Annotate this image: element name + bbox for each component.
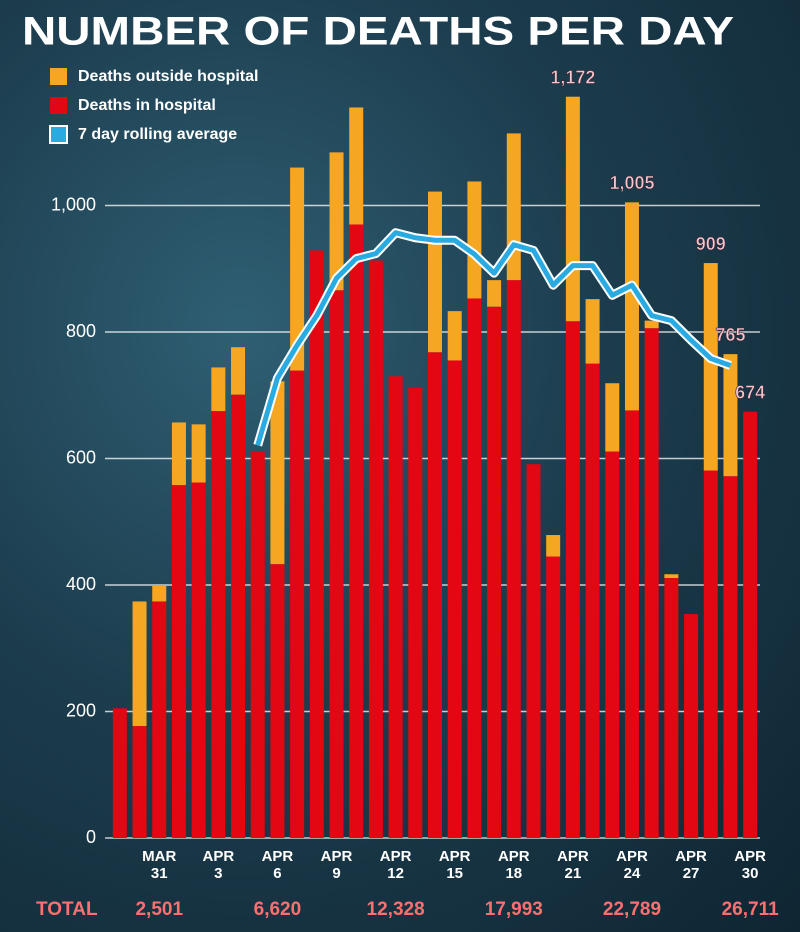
bar-segment: [211, 411, 226, 838]
legend-swatch: [49, 125, 68, 144]
bar-segment: [270, 381, 285, 565]
bar-segment: [428, 191, 442, 353]
bar-segment: [467, 181, 482, 299]
totals-label: TOTAL: [36, 899, 98, 920]
bar-segment: [546, 535, 561, 557]
bar-segment: [329, 152, 344, 291]
data-label: 674: [735, 382, 765, 402]
x-tick-label: APR 3: [202, 848, 235, 882]
bar-segment: [664, 578, 679, 838]
total-value: 22,789: [603, 899, 661, 920]
bar-segment: [152, 601, 167, 838]
x-tick-label: APR 6: [261, 848, 294, 882]
bar-segment: [487, 280, 502, 307]
bar-segment: [526, 464, 541, 838]
bar-segment: [565, 321, 580, 838]
bar-segment: [447, 311, 462, 361]
y-tick-label: 600: [66, 447, 96, 467]
bar-segment: [703, 470, 718, 838]
data-label: 1,172: [550, 67, 595, 87]
bar-segment: [290, 370, 305, 838]
x-tick-label: APR 9: [320, 848, 353, 882]
bar-segment: [132, 601, 147, 727]
bar-segment: [664, 574, 679, 579]
bar-segment: [250, 451, 265, 838]
data-label: 1,005: [609, 173, 654, 193]
bar-segment: [585, 299, 600, 364]
x-tick-label: APR 30: [734, 848, 766, 882]
legend-swatch: [50, 68, 67, 85]
bar-segment: [231, 394, 246, 838]
bar-segment: [467, 298, 482, 838]
data-label: 909: [696, 234, 726, 254]
x-tick-label: APR 12: [379, 848, 412, 882]
legend-label: 7 day rolling average: [78, 126, 237, 143]
bar-segment: [585, 363, 600, 838]
y-tick-label: 1,000: [51, 194, 96, 214]
y-tick-label: 200: [66, 700, 96, 720]
bar-segment: [408, 387, 423, 838]
bar-segment: [152, 585, 167, 602]
bar-segment: [270, 564, 285, 838]
bar-segment: [349, 224, 364, 839]
bar-segment: [171, 422, 186, 486]
total-value: 17,993: [485, 899, 543, 920]
bar-segment: [388, 376, 403, 838]
bar-segment: [191, 424, 206, 483]
bar-segment: [171, 485, 186, 838]
bar-segment: [624, 202, 639, 411]
bar-segment: [368, 260, 383, 839]
bar-segment: [290, 167, 305, 371]
x-tick-label: APR 27: [675, 848, 707, 882]
legend-swatch: [50, 97, 67, 114]
bar-segment: [624, 410, 639, 838]
bar-segment: [447, 360, 462, 838]
total-value: 26,711: [722, 899, 779, 920]
bar-segment: [112, 708, 127, 838]
bar-segment: [605, 451, 620, 838]
x-tick-label: APR 24: [616, 848, 648, 882]
data-label: 765: [715, 325, 745, 345]
bar-segment: [703, 263, 718, 471]
bar-segment: [132, 726, 147, 838]
total-value: 2,501: [135, 899, 183, 920]
bar-segment: [231, 347, 246, 395]
y-tick-label: 400: [66, 574, 96, 594]
bar-segment: [211, 367, 226, 412]
bar-segment: [644, 328, 659, 838]
total-value: 12,328: [367, 899, 425, 920]
chart-title: NUMBER OF DEATHS PER DAY: [22, 10, 734, 54]
y-tick-label: 0: [86, 827, 96, 847]
x-tick-label: APR 18: [497, 848, 530, 882]
total-value: 6,620: [254, 899, 302, 920]
bar-segment: [546, 556, 561, 838]
line: [255, 230, 732, 446]
bar-segment: [684, 614, 699, 838]
bar-segment: [309, 250, 324, 839]
legend-label: Deaths in hospital: [78, 97, 216, 114]
y-tick-label: 800: [66, 321, 96, 341]
bar-segment: [506, 280, 521, 838]
bar-segment: [487, 306, 502, 838]
legend-label: Deaths outside hospital: [78, 68, 258, 85]
x-tick-label: MAR 31: [142, 848, 177, 882]
bar-segment: [605, 383, 620, 452]
x-tick-label: APR 15: [438, 848, 471, 882]
bar-segment: [644, 320, 659, 329]
bar-segment: [329, 290, 344, 838]
bar-segment: [191, 482, 206, 838]
bar-segment: [565, 96, 580, 322]
bar-segment: [349, 107, 364, 225]
bar-segment: [428, 352, 442, 838]
bar-segment: [723, 354, 738, 477]
x-tick-label: APR 21: [557, 848, 589, 882]
bar-segment: [743, 411, 758, 838]
bar-segment: [723, 476, 738, 838]
